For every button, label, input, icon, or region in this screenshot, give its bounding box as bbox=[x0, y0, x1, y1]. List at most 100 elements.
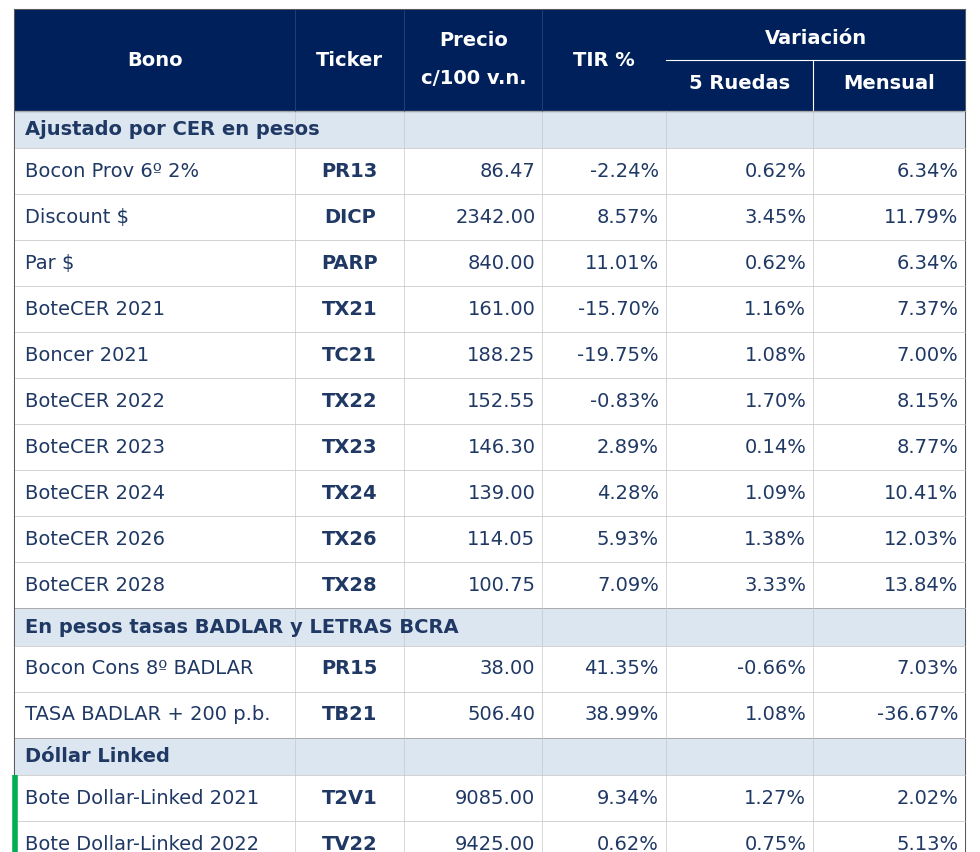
Bar bbox=[15, 111, 965, 148]
Text: TX26: TX26 bbox=[322, 530, 377, 549]
Text: 6.34%: 6.34% bbox=[897, 162, 958, 181]
Text: TIR %: TIR % bbox=[573, 51, 635, 70]
Text: En pesos tasas BADLAR y LETRAS BCRA: En pesos tasas BADLAR y LETRAS BCRA bbox=[24, 618, 458, 636]
Text: Bocon Prov 6º 2%: Bocon Prov 6º 2% bbox=[24, 162, 199, 181]
Bar bbox=[15, 692, 965, 738]
Text: 9.34%: 9.34% bbox=[597, 789, 659, 808]
Text: 100.75: 100.75 bbox=[467, 576, 535, 595]
Text: 7.03%: 7.03% bbox=[897, 659, 958, 678]
Text: Par $: Par $ bbox=[24, 254, 74, 273]
Text: BoteCER 2021: BoteCER 2021 bbox=[24, 300, 165, 319]
Text: BoteCER 2026: BoteCER 2026 bbox=[24, 530, 165, 549]
Text: Bote Dollar-Linked 2021: Bote Dollar-Linked 2021 bbox=[24, 789, 259, 808]
Text: c/100 v.n.: c/100 v.n. bbox=[420, 69, 526, 88]
Text: -19.75%: -19.75% bbox=[577, 346, 659, 365]
Text: 0.14%: 0.14% bbox=[745, 438, 807, 457]
Text: 0.62%: 0.62% bbox=[745, 254, 807, 273]
Text: 7.37%: 7.37% bbox=[897, 300, 958, 319]
Bar bbox=[15, 286, 965, 332]
Text: 1.09%: 1.09% bbox=[745, 484, 807, 503]
Text: 8.15%: 8.15% bbox=[897, 392, 958, 411]
Bar bbox=[15, 378, 965, 424]
Text: TX23: TX23 bbox=[322, 438, 377, 457]
Bar bbox=[15, 332, 965, 378]
Text: 9085.00: 9085.00 bbox=[455, 789, 535, 808]
Text: 161.00: 161.00 bbox=[467, 300, 535, 319]
Text: 1.70%: 1.70% bbox=[745, 392, 807, 411]
Text: -2.24%: -2.24% bbox=[590, 162, 659, 181]
Text: 8.77%: 8.77% bbox=[897, 438, 958, 457]
Bar bbox=[15, 148, 965, 194]
Bar bbox=[15, 562, 965, 608]
Text: 114.05: 114.05 bbox=[467, 530, 535, 549]
Text: BoteCER 2028: BoteCER 2028 bbox=[24, 576, 165, 595]
Text: 1.38%: 1.38% bbox=[745, 530, 807, 549]
Bar bbox=[15, 10, 965, 111]
Bar bbox=[15, 775, 965, 821]
Text: 146.30: 146.30 bbox=[467, 438, 535, 457]
Bar bbox=[15, 821, 965, 852]
Bar bbox=[15, 608, 965, 646]
Text: 9425.00: 9425.00 bbox=[455, 835, 535, 852]
Text: 1.16%: 1.16% bbox=[745, 300, 807, 319]
Bar bbox=[15, 470, 965, 516]
Bar bbox=[15, 240, 965, 286]
Text: 1.08%: 1.08% bbox=[745, 705, 807, 724]
Text: -0.66%: -0.66% bbox=[737, 659, 807, 678]
Text: 13.84%: 13.84% bbox=[884, 576, 958, 595]
Text: TB21: TB21 bbox=[322, 705, 377, 724]
Text: Variación: Variación bbox=[764, 29, 866, 48]
Text: 10.41%: 10.41% bbox=[884, 484, 958, 503]
Text: 6.34%: 6.34% bbox=[897, 254, 958, 273]
Text: TC21: TC21 bbox=[322, 346, 377, 365]
Text: PR13: PR13 bbox=[321, 162, 378, 181]
Text: 0.62%: 0.62% bbox=[597, 835, 659, 852]
Bar bbox=[15, 516, 965, 562]
Text: 8.57%: 8.57% bbox=[597, 208, 659, 227]
Text: Dóllar Linked: Dóllar Linked bbox=[24, 747, 170, 766]
Bar bbox=[15, 424, 965, 470]
Text: 5.93%: 5.93% bbox=[597, 530, 659, 549]
Text: 2342.00: 2342.00 bbox=[455, 208, 535, 227]
Text: TX22: TX22 bbox=[322, 392, 377, 411]
Text: 11.01%: 11.01% bbox=[585, 254, 659, 273]
Text: -36.67%: -36.67% bbox=[877, 705, 958, 724]
Text: 188.25: 188.25 bbox=[467, 346, 535, 365]
Text: -0.83%: -0.83% bbox=[590, 392, 659, 411]
Text: 152.55: 152.55 bbox=[466, 392, 535, 411]
Text: TV22: TV22 bbox=[321, 835, 377, 852]
Text: TX21: TX21 bbox=[322, 300, 377, 319]
Text: 1.27%: 1.27% bbox=[745, 789, 807, 808]
Text: 5 Ruedas: 5 Ruedas bbox=[689, 74, 790, 93]
Text: 38.00: 38.00 bbox=[480, 659, 535, 678]
Text: 139.00: 139.00 bbox=[467, 484, 535, 503]
Text: 0.75%: 0.75% bbox=[745, 835, 807, 852]
Bar bbox=[15, 738, 965, 775]
Text: Bote Dollar-Linked 2022: Bote Dollar-Linked 2022 bbox=[24, 835, 259, 852]
Text: 38.99%: 38.99% bbox=[585, 705, 659, 724]
Text: Mensual: Mensual bbox=[844, 74, 935, 93]
Text: 840.00: 840.00 bbox=[467, 254, 535, 273]
Text: Precio: Precio bbox=[439, 31, 508, 50]
Text: Ticker: Ticker bbox=[317, 51, 383, 70]
Text: TX24: TX24 bbox=[322, 484, 377, 503]
Text: TASA BADLAR + 200 p.b.: TASA BADLAR + 200 p.b. bbox=[24, 705, 270, 724]
Text: 4.28%: 4.28% bbox=[597, 484, 659, 503]
Text: 11.79%: 11.79% bbox=[884, 208, 958, 227]
Text: BoteCER 2024: BoteCER 2024 bbox=[24, 484, 165, 503]
Text: 2.02%: 2.02% bbox=[897, 789, 958, 808]
Text: 41.35%: 41.35% bbox=[584, 659, 659, 678]
Text: -15.70%: -15.70% bbox=[577, 300, 659, 319]
Text: 5.13%: 5.13% bbox=[897, 835, 958, 852]
Text: 7.09%: 7.09% bbox=[597, 576, 659, 595]
Text: Bocon Cons 8º BADLAR: Bocon Cons 8º BADLAR bbox=[24, 659, 253, 678]
Text: BoteCER 2023: BoteCER 2023 bbox=[24, 438, 165, 457]
Text: 1.08%: 1.08% bbox=[745, 346, 807, 365]
Text: 86.47: 86.47 bbox=[479, 162, 535, 181]
Bar bbox=[15, 646, 965, 692]
Text: Boncer 2021: Boncer 2021 bbox=[24, 346, 149, 365]
Text: 506.40: 506.40 bbox=[467, 705, 535, 724]
Text: Bono: Bono bbox=[127, 51, 182, 70]
Text: 3.33%: 3.33% bbox=[745, 576, 807, 595]
Text: DICP: DICP bbox=[324, 208, 375, 227]
